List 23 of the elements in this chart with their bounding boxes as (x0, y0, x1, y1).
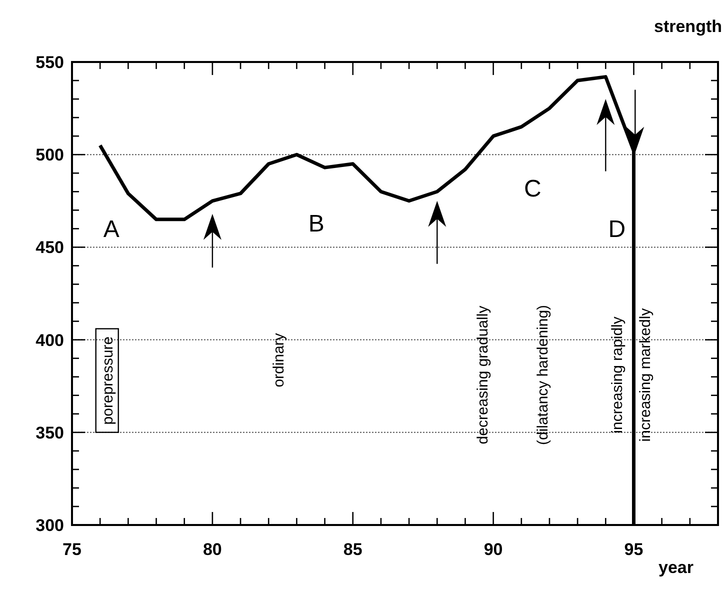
y-tick-label: 300 (36, 516, 64, 535)
y-tick-label: 350 (36, 423, 64, 442)
annotation: porepressure (99, 336, 116, 425)
y-tick-label: 500 (36, 146, 64, 165)
annotation: D (608, 216, 626, 244)
y-tick-label: 400 (36, 330, 64, 350)
annotation: (dilatancy hardening) (534, 304, 552, 446)
annotation: A (103, 216, 120, 244)
annotation: increasing markedly (637, 308, 654, 442)
y-axis-title: strength (654, 17, 722, 36)
x-tick-label: 75 (62, 540, 82, 559)
x-axis-title: year (658, 558, 694, 577)
annotation: decreasing gradually (474, 305, 492, 444)
annotation: B (308, 210, 324, 238)
y-tick-label: 550 (36, 52, 64, 72)
y-tick-label: 450 (36, 238, 64, 258)
x-tick-label: 85 (343, 540, 362, 559)
annotation: increasing rapidly (609, 316, 626, 434)
x-tick-label: 95 (624, 540, 644, 559)
x-tick-label: 90 (484, 540, 503, 559)
annotation: C (524, 175, 542, 202)
annotation: ordinary (270, 332, 288, 388)
x-tick-label: 80 (202, 540, 222, 559)
